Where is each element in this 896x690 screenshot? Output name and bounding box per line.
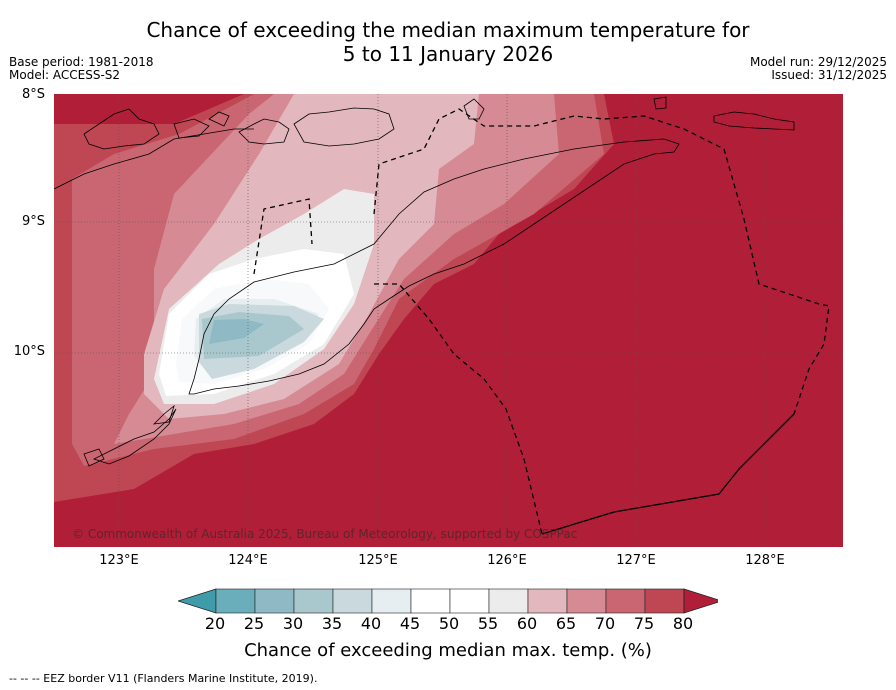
colorbar-tick-45: 45	[399, 614, 421, 633]
base-period: Base period: 1981-2018	[9, 55, 154, 69]
issued-date: Issued: 31/12/2025	[771, 68, 887, 82]
lat-label-9s: 9°S	[21, 214, 45, 229]
colorbar-tick-65: 65	[555, 614, 577, 633]
lon-label-123e: 123°E	[99, 553, 139, 568]
lat-label-10s: 10°S	[13, 344, 45, 359]
colorbar-label: Chance of exceeding median max. temp. (%…	[244, 640, 652, 661]
lon-label-127e: 127°E	[616, 553, 656, 568]
lat-label-8s: 8°S	[21, 87, 45, 102]
colorbar-tick-30: 30	[282, 614, 304, 633]
lon-label-126e: 126°E	[487, 553, 527, 568]
colorbar	[178, 588, 718, 614]
colorbar-cell-60-65	[527, 588, 568, 614]
colorbar-cell-55-60	[488, 588, 529, 614]
colorbar-cell-25-30	[254, 588, 295, 614]
colorbar-cell-50-55	[449, 588, 490, 614]
colorbar-tick-80: 80	[672, 614, 694, 633]
colorbar-tick-55: 55	[477, 614, 499, 633]
model-info: Base period: 1981-2018 Model: ACCESS-S2	[9, 56, 154, 82]
model-run: Model run: 29/12/2025	[749, 55, 887, 69]
run-info: Model run: 29/12/2025 Issued: 31/12/2025	[750, 56, 887, 82]
lon-label-125e: 125°E	[358, 553, 398, 568]
colorbar-cell-35-40	[332, 588, 373, 614]
coastlines	[54, 96, 795, 467]
graticule	[54, 94, 843, 547]
copyright-notice: © Commonwealth of Australia 2025, Bureau…	[72, 527, 578, 541]
colorbar-cell-40-45	[371, 588, 412, 614]
colorbar-extend-low	[178, 588, 217, 614]
model-name: Model: ACCESS-S2	[9, 68, 121, 82]
colorbar-cell-75-80	[644, 588, 685, 614]
colorbar-tick-70: 70	[594, 614, 616, 633]
lon-label-128e: 128°E	[745, 553, 785, 568]
colorbar-tick-40: 40	[360, 614, 382, 633]
probability-map	[54, 94, 843, 547]
colorbar-extend-high	[683, 588, 718, 614]
colorbar-cell-20-25	[215, 588, 256, 614]
contour-25	[209, 319, 264, 344]
title-line-2: 5 to 11 January 2026	[342, 42, 554, 66]
colorbar-tick-60: 60	[516, 614, 538, 633]
eez-legend-note: -- -- -- EEZ border V11 (Flanders Marine…	[9, 672, 318, 685]
colorbar-cell-45-50	[410, 588, 451, 614]
colorbar-cell-30-35	[293, 588, 334, 614]
title-line-1: Chance of exceeding the median maximum t…	[146, 18, 750, 42]
colorbar-tick-50: 50	[438, 614, 460, 633]
probability-contours	[54, 94, 614, 502]
colorbar-tick-35: 35	[321, 614, 343, 633]
lon-label-124e: 124°E	[228, 553, 268, 568]
colorbar-tick-25: 25	[243, 614, 265, 633]
chart-title: Chance of exceeding the median maximum t…	[0, 18, 896, 66]
eez-border	[253, 108, 830, 535]
colorbar-cell-70-75	[605, 588, 646, 614]
colorbar-cell-65-70	[566, 588, 607, 614]
colorbar-tick-20: 20	[204, 614, 226, 633]
colorbar-tick-75: 75	[633, 614, 655, 633]
